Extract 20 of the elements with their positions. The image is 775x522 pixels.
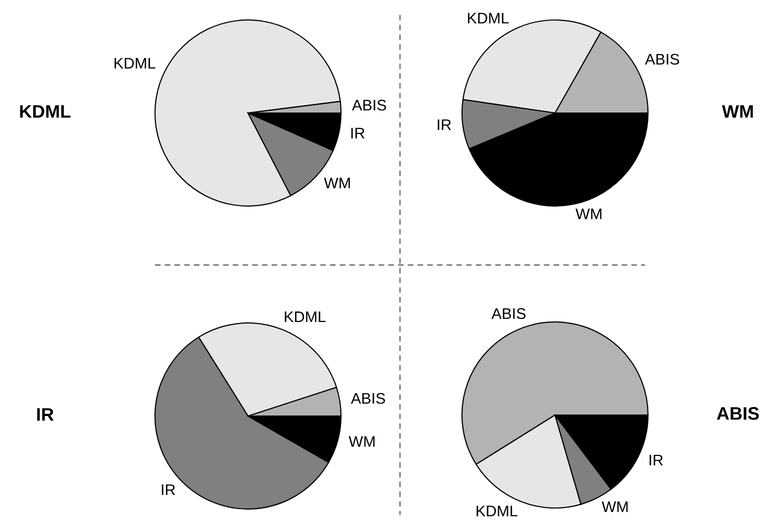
text: WM bbox=[722, 105, 753, 118]
slice-label: WM bbox=[576, 208, 602, 220]
slice-label: ABIS bbox=[645, 54, 680, 65]
slice-label: IR bbox=[162, 484, 176, 495]
slice-label: IR bbox=[351, 128, 364, 138]
text: IR bbox=[37, 408, 54, 421]
text: KDML bbox=[20, 105, 71, 118]
slice-label: IR bbox=[438, 119, 451, 130]
slice-label: WM bbox=[348, 436, 375, 447]
slice-label: KDML bbox=[476, 506, 518, 516]
slice-label: KDML bbox=[468, 12, 509, 24]
slice-label: ABIS bbox=[491, 308, 526, 319]
slice-label: IR bbox=[650, 454, 663, 466]
slice-label: WM bbox=[602, 502, 628, 512]
slice-label: ABIS bbox=[350, 392, 385, 404]
text: ABIS bbox=[716, 407, 759, 420]
slice-label: ABIS bbox=[352, 100, 386, 111]
slice-label: KDML bbox=[284, 312, 326, 322]
slice-label: WM bbox=[324, 178, 350, 188]
slice-label: KDML bbox=[114, 58, 156, 68]
